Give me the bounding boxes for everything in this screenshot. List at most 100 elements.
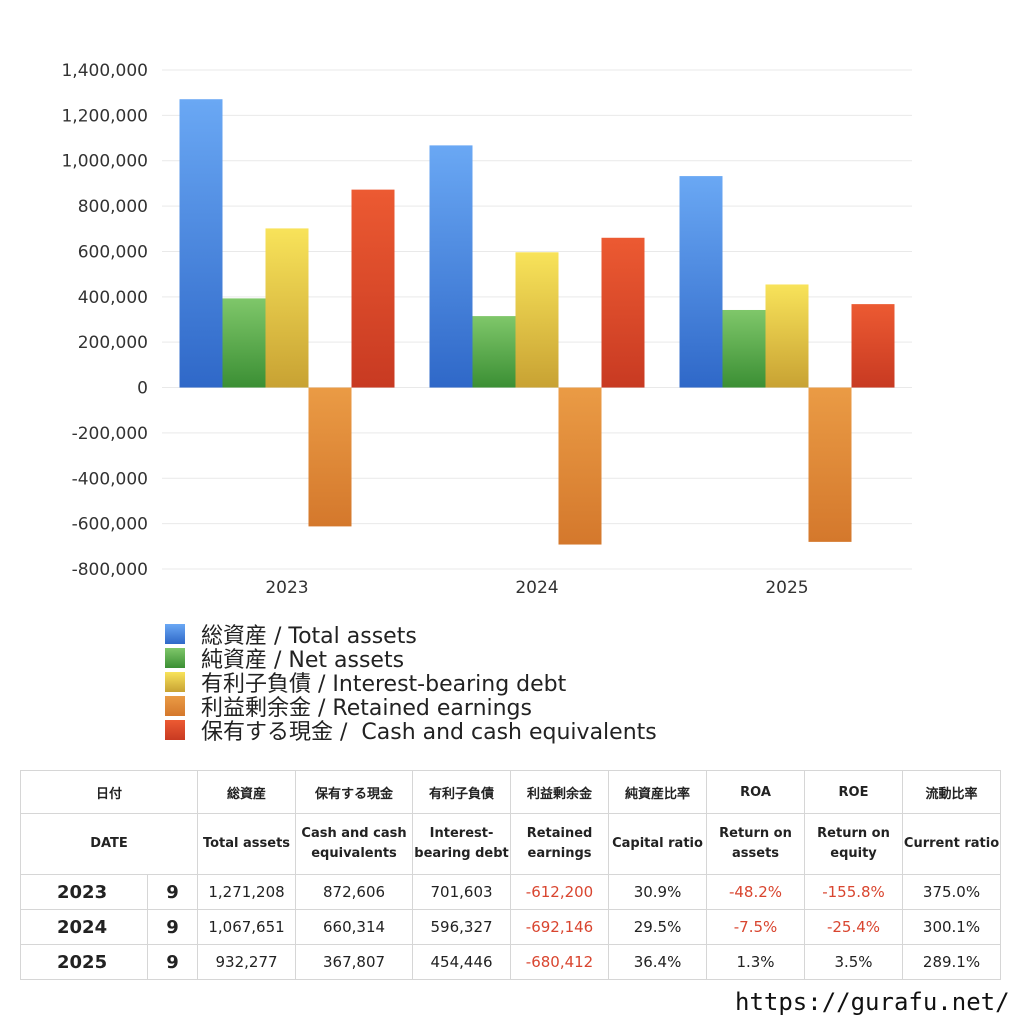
header-current-ratio-en: Current ratio <box>902 813 1002 875</box>
cell-debt: 701,603 <box>412 874 512 910</box>
chart-legend: 総資産 / Total assets 純資産 / Net assets 有利子負… <box>165 622 657 745</box>
legend-item-interest-bearing-debt: 有利子負債 / Interest-bearing debt <box>165 670 657 697</box>
cell-capital-ratio: 29.5% <box>608 909 708 945</box>
cell-month: 9 <box>146 909 199 945</box>
legend-swatch-cash <box>165 720 185 740</box>
y-tick-label: -600,000 <box>72 515 148 535</box>
bar-series-2-2024 <box>515 252 559 388</box>
header-debt-jp: 有利子負債 <box>412 770 512 814</box>
cell-total-assets: 1,271,208 <box>197 874 297 910</box>
legend-item-cash: 保有する現金 / Cash and cash equivalents <box>165 718 657 745</box>
cell-cash: 872,606 <box>295 874 414 910</box>
cell-year: 2023 <box>20 874 148 910</box>
header-debt-en: Interest-bearing debt <box>412 813 512 875</box>
header-capital-ratio-en: Capital ratio <box>608 813 708 875</box>
cell-retained: -692,146 <box>510 909 610 945</box>
header-total-assets-en: Total assets <box>197 813 297 875</box>
legend-swatch-net-assets <box>165 648 185 668</box>
cell-current-ratio: 300.1% <box>902 909 1002 945</box>
x-tick-label: 2023 <box>265 578 308 598</box>
cell-roa: -48.2% <box>706 874 806 910</box>
y-tick-label: 800,000 <box>78 197 148 217</box>
bar-series-4-2025 <box>851 304 895 388</box>
header-cash-en: Cash and cash equivalents <box>295 813 414 875</box>
cell-cash: 660,314 <box>295 909 414 945</box>
financial-data-table: 日付 総資産 保有する現金 有利子負債 利益剰余金 純資産比率 ROA ROE … <box>19 770 1002 980</box>
y-tick-label: 1,400,000 <box>61 61 148 81</box>
bar-series-2-2025 <box>765 284 809 388</box>
y-tick-label: 0 <box>137 379 148 399</box>
table-row: 2023 9 1,271,208 872,606 701,603 -612,20… <box>20 874 1002 910</box>
cell-month: 9 <box>146 944 199 980</box>
bar-series-3-2023 <box>308 387 352 527</box>
legend-swatch-total-assets <box>165 624 185 644</box>
bar-series-1-2024 <box>472 316 516 388</box>
cell-roe: -155.8% <box>804 874 904 910</box>
cell-year: 2025 <box>20 944 148 980</box>
header-date-en: DATE <box>19 813 199 875</box>
bar-series-1-2025 <box>722 309 766 388</box>
header-roe-en: Return on equity <box>804 813 904 875</box>
table-header-row-en: DATE Total assets Cash and cash equivale… <box>19 813 1002 875</box>
header-roe-jp: ROE <box>804 770 904 814</box>
legend-item-total-assets: 総資産 / Total assets <box>165 622 657 649</box>
legend-label: 有利子負債 / Interest-bearing debt <box>201 672 567 697</box>
cell-roe: 3.5% <box>804 944 904 980</box>
bar-series-0-2023 <box>179 99 223 388</box>
bar-series-0-2025 <box>679 176 723 388</box>
y-tick-label: -200,000 <box>72 424 148 444</box>
y-tick-label: 600,000 <box>78 242 148 262</box>
header-retained-en: Retained earnings <box>510 813 610 875</box>
legend-item-net-assets: 純資産 / Net assets <box>165 646 657 673</box>
cell-capital-ratio: 30.9% <box>608 874 708 910</box>
cell-roe: -25.4% <box>804 909 904 945</box>
bar-series-4-2024 <box>601 237 645 388</box>
y-tick-label: 400,000 <box>78 288 148 308</box>
legend-swatch-retained-earnings <box>165 696 185 716</box>
legend-item-retained-earnings: 利益剰余金 / Retained earnings <box>165 694 657 721</box>
header-retained-jp: 利益剰余金 <box>510 770 610 814</box>
y-axis-tick-labels: 1,400,000 1,200,000 1,000,000 800,000 600,00… <box>61 61 148 580</box>
cell-retained: -612,200 <box>510 874 610 910</box>
cell-current-ratio: 289.1% <box>902 944 1002 980</box>
y-tick-label: -800,000 <box>72 560 148 580</box>
x-axis-tick-labels: 2023 2024 2025 <box>265 578 808 598</box>
cell-debt: 596,327 <box>412 909 512 945</box>
table-row: 2025 9 932,277 367,807 454,446 -680,412 … <box>20 944 1002 980</box>
cell-roa: 1.3% <box>706 944 806 980</box>
x-tick-label: 2024 <box>515 578 558 598</box>
header-roa-jp: ROA <box>706 770 806 814</box>
header-total-assets-jp: 総資産 <box>197 770 297 814</box>
bars <box>179 99 895 545</box>
cell-retained: -680,412 <box>510 944 610 980</box>
cell-total-assets: 932,277 <box>197 944 297 980</box>
legend-label: 純資産 / Net assets <box>201 648 405 673</box>
legend-swatch-interest-bearing-debt <box>165 672 185 692</box>
bar-chart: 1,400,000 1,200,000 1,000,000 800,000 600,00… <box>61 61 912 598</box>
y-tick-label: 1,000,000 <box>61 152 148 172</box>
x-tick-label: 2025 <box>765 578 808 598</box>
header-capital-ratio-jp: 純資産比率 <box>608 770 708 814</box>
cell-debt: 454,446 <box>412 944 512 980</box>
cell-total-assets: 1,067,651 <box>197 909 297 945</box>
header-roa-en: Return on assets <box>706 813 806 875</box>
cell-year: 2024 <box>20 909 148 945</box>
bar-series-0-2024 <box>429 145 473 388</box>
bar-series-4-2023 <box>351 189 395 388</box>
bar-series-1-2023 <box>222 298 266 388</box>
table-header-row-jp: 日付 総資産 保有する現金 有利子負債 利益剰余金 純資産比率 ROA ROE … <box>19 770 1002 814</box>
bar-series-3-2024 <box>558 387 602 545</box>
table-row: 2024 9 1,067,651 660,314 596,327 -692,14… <box>20 909 1002 945</box>
header-current-ratio-jp: 流動比率 <box>902 770 1002 814</box>
bar-series-2-2023 <box>265 228 309 388</box>
legend-label: 利益剰余金 / Retained earnings <box>201 696 532 721</box>
site-url[interactable]: https://gurafu.net/ <box>735 988 1010 1016</box>
header-date-jp: 日付 <box>19 770 199 814</box>
cell-current-ratio: 375.0% <box>902 874 1002 910</box>
y-tick-label: 200,000 <box>78 333 148 353</box>
legend-label: 保有する現金 / Cash and cash equivalents <box>201 720 657 745</box>
header-cash-jp: 保有する現金 <box>295 770 414 814</box>
cell-roa: -7.5% <box>706 909 806 945</box>
bar-series-3-2025 <box>808 387 852 542</box>
cell-cash: 367,807 <box>295 944 414 980</box>
